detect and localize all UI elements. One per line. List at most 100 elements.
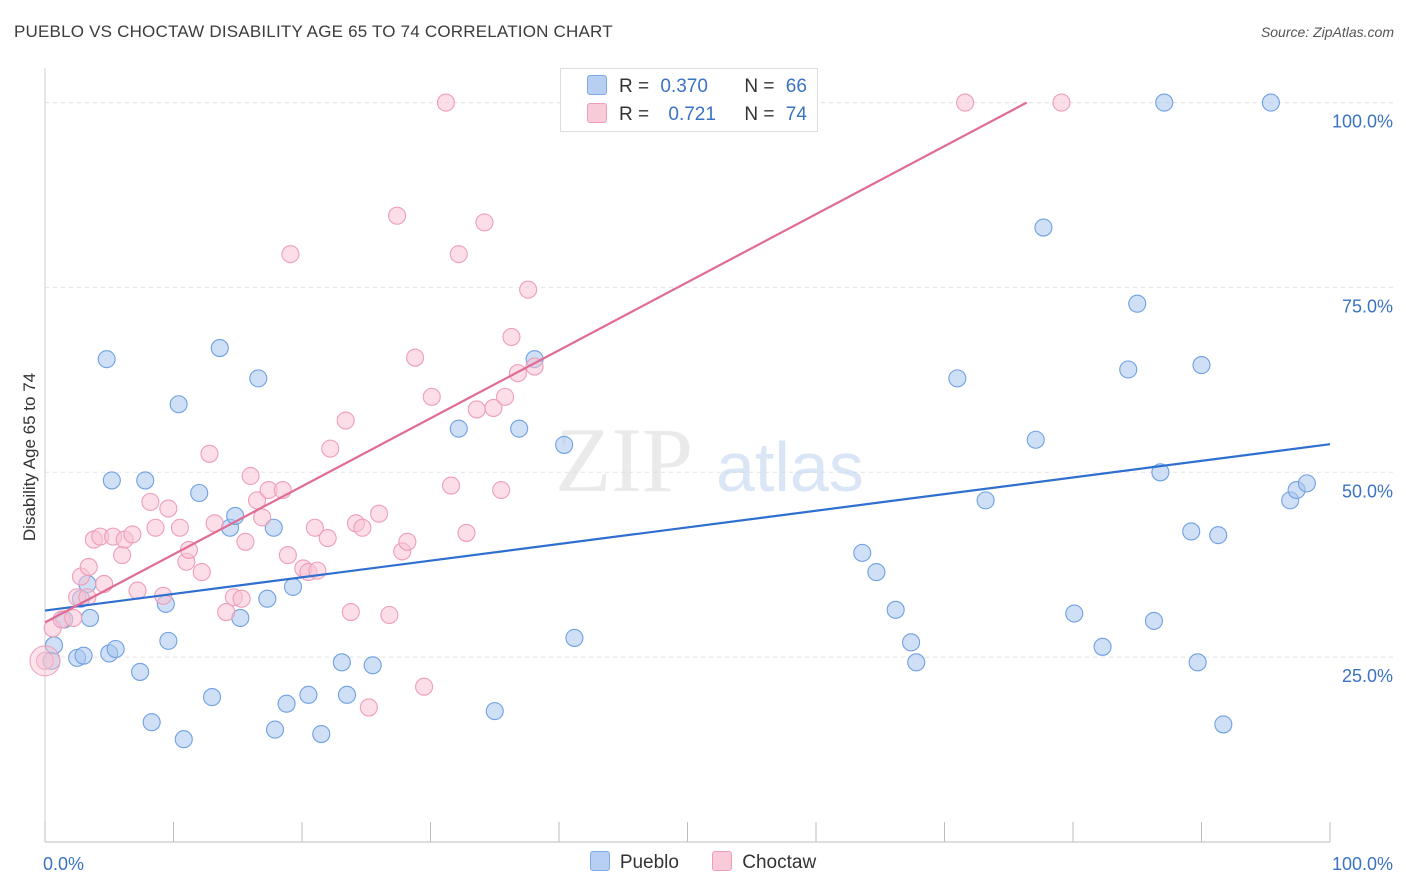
pueblo-point [555, 435, 574, 454]
choctaw-point [305, 518, 324, 537]
pueblo-point [190, 483, 209, 503]
choctaw-point [35, 651, 55, 670]
choctaw-point [241, 466, 260, 486]
pueblo-n-value: 66 [785, 76, 807, 97]
pueblo-trend-line [44, 443, 1331, 612]
trend-lines [44, 101, 1331, 624]
pueblo-point [1144, 611, 1164, 630]
choctaw-point [192, 563, 211, 582]
pueblo-point [1209, 526, 1228, 545]
pueblo-point [131, 662, 150, 681]
choctaw-trend-line [44, 101, 1028, 624]
choctaw-point [1052, 93, 1071, 112]
pueblo-point [1151, 463, 1170, 482]
choctaw-point [467, 400, 486, 419]
choctaw-point [398, 532, 417, 551]
pueblo-point [1065, 604, 1084, 623]
pueblo-point [265, 720, 285, 739]
choctaw-point [64, 608, 83, 628]
source-label: Source: ZipAtlas.com [1260, 24, 1394, 40]
choctaw-point [321, 439, 340, 458]
pueblo-point [312, 724, 331, 744]
choctaw-legend-label: Choctaw [742, 852, 817, 873]
legend-row-pueblo: R = 0.370 N = 66 [587, 75, 807, 98]
pueblo-point [1297, 474, 1316, 493]
choctaw-point [436, 93, 455, 112]
choctaw-point [278, 546, 297, 565]
legend-item-pueblo: Pueblo [589, 851, 679, 874]
chart-title: PUEBLO VS CHOCTAW DISABILITY AGE 65 TO 7… [14, 22, 613, 41]
choctaw-point [123, 525, 142, 544]
pueblo-point [1188, 653, 1207, 672]
choctaw-point [236, 532, 255, 551]
choctaw-point [141, 492, 160, 511]
choctaw-point [146, 518, 165, 537]
pueblo-point [264, 518, 283, 537]
pueblo-point [449, 419, 468, 438]
pueblo-point [907, 653, 926, 672]
pueblo-point [169, 395, 188, 414]
choctaw-point [232, 589, 251, 608]
pueblo-point [1155, 93, 1174, 112]
pueblo-point [1128, 294, 1147, 313]
pueblo-point [97, 350, 116, 369]
pueblo-point [174, 730, 193, 749]
choctaw-point [956, 93, 975, 112]
choctaw-point [253, 508, 272, 527]
pueblo-point [210, 339, 229, 358]
pueblo-point [277, 694, 296, 713]
pueblo-point [332, 653, 351, 672]
r-label: R = [619, 76, 650, 97]
pueblo-point [299, 685, 318, 704]
pueblo-point [106, 639, 125, 659]
choctaw-point [492, 480, 511, 500]
pueblo-point [80, 608, 100, 628]
choctaw-point [484, 398, 503, 418]
pueblo-point [249, 369, 268, 388]
choctaw-point [495, 387, 515, 406]
pueblo-r-value: 0.370 [660, 76, 708, 97]
pueblo-point [565, 628, 584, 647]
pueblo-point [102, 471, 121, 490]
pueblo-point [159, 631, 178, 650]
choctaw-point [422, 387, 441, 406]
choctaw-point-large [29, 645, 61, 677]
legend-item-choctaw: Choctaw [712, 851, 816, 874]
choctaw-point [388, 206, 407, 225]
choctaw-point [475, 213, 494, 232]
pueblo-point [886, 600, 905, 619]
choctaw-legend-swatch [712, 851, 733, 871]
choctaw-point [336, 411, 355, 430]
pueblo-point [902, 633, 921, 652]
pueblo-point [948, 369, 967, 388]
pueblo-point [1261, 93, 1280, 112]
pueblo-point [258, 589, 277, 608]
choctaw-point [415, 677, 434, 696]
gridlines [45, 102, 1393, 658]
pueblo-point [1119, 360, 1138, 379]
choctaw-point [519, 280, 538, 299]
axis-labels: 25.0% 50.0% 75.0% 100.0% 0.0% 100.0% Disabilit… [20, 112, 1393, 874]
choctaw-point [281, 245, 300, 264]
choctaw-point [449, 245, 468, 264]
choctaw-point [113, 546, 132, 565]
x-tick-label-max: 100.0% [1332, 854, 1393, 874]
watermark: ZIP atlas [555, 409, 864, 511]
pueblo-point [136, 471, 155, 490]
choctaw-point [370, 504, 389, 523]
pueblo-point [1214, 715, 1233, 734]
pueblo-legend-swatch [589, 851, 610, 871]
pueblo-point [853, 543, 872, 562]
choctaw-point [170, 518, 189, 537]
legend-row-choctaw: R = 0.721 N = 74 [587, 103, 807, 126]
r-label: R = [619, 104, 650, 125]
pueblo-point [203, 688, 222, 707]
x-tick-label-min: 0.0% [43, 854, 84, 874]
watermark-zip: ZIP [555, 409, 693, 511]
pueblo-point [1182, 522, 1201, 541]
pueblo-point [142, 713, 161, 732]
series-legend: Pueblo Choctaw [0, 851, 1406, 874]
pueblo-point [337, 685, 357, 704]
choctaw-point [217, 602, 236, 622]
